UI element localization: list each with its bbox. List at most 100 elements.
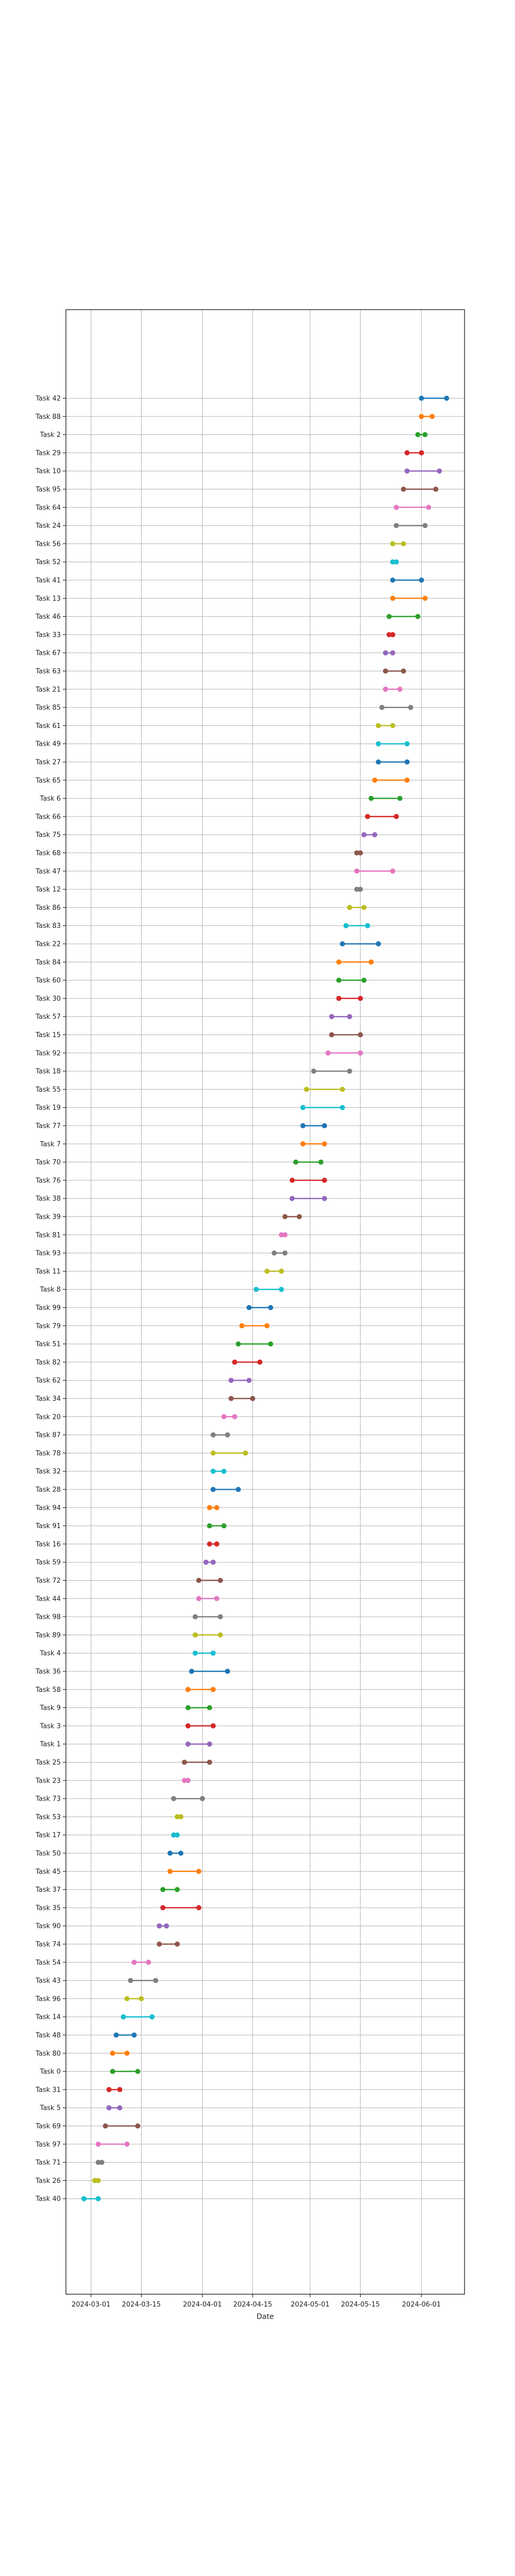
y-tick-label: Task 67 bbox=[35, 650, 61, 657]
task-end-point bbox=[415, 614, 421, 619]
task-end-point bbox=[207, 1705, 212, 1710]
y-tick-label: Task 44 bbox=[35, 1595, 61, 1603]
y-tick-label: Task 45 bbox=[35, 1868, 61, 1876]
task-start-point bbox=[157, 1923, 162, 1929]
task-start-point bbox=[336, 977, 341, 983]
task-end-point bbox=[210, 1560, 216, 1565]
task-start-point bbox=[113, 2032, 119, 2038]
task-start-point bbox=[110, 2050, 115, 2056]
task-end-point bbox=[235, 1487, 241, 1492]
task-end-point bbox=[430, 414, 435, 419]
task-end-point bbox=[279, 1268, 284, 1274]
y-tick-label: Task 66 bbox=[35, 813, 61, 821]
y-tick-label: Task 13 bbox=[35, 595, 61, 603]
y-tick-label: Task 42 bbox=[35, 395, 61, 403]
task-start-point bbox=[282, 1214, 288, 1219]
task-start-point bbox=[304, 1087, 310, 1092]
y-tick-label: Task 23 bbox=[35, 1777, 61, 1785]
task-start-point bbox=[415, 432, 421, 437]
task-end-point bbox=[357, 1050, 363, 1056]
task-end-point bbox=[390, 723, 396, 728]
x-axis-ticks: 2024-03-01 2024-03-15 2024-04-01 2024-04-15… bbox=[72, 2294, 441, 2309]
task-end-point bbox=[404, 777, 410, 783]
task-end-point bbox=[422, 432, 428, 437]
task-start-point bbox=[193, 1632, 198, 1638]
task-start-point bbox=[393, 504, 399, 510]
task-end-point bbox=[210, 1687, 216, 1692]
y-tick-label: Task 88 bbox=[35, 413, 61, 421]
y-tick-label: Task 2 bbox=[40, 431, 61, 439]
task-end-point bbox=[214, 1541, 219, 1547]
task-start-point bbox=[235, 1341, 241, 1347]
task-start-point bbox=[160, 1887, 166, 1892]
task-end-point bbox=[365, 923, 370, 928]
x-axis-title: Date bbox=[256, 2313, 273, 2321]
task-end-point bbox=[368, 959, 374, 965]
y-tick-label: Task 60 bbox=[35, 977, 61, 985]
task-start-point bbox=[361, 832, 367, 838]
task-end-point bbox=[131, 2032, 137, 2038]
y-tick-label: Task 25 bbox=[35, 1759, 61, 1767]
task-start-point bbox=[386, 632, 392, 637]
task-end-point bbox=[117, 2087, 123, 2092]
y-tick-label: Task 36 bbox=[35, 1668, 61, 1676]
task-end-point bbox=[322, 1123, 328, 1128]
task-end-point bbox=[347, 1014, 352, 1020]
x-tick-label: 2024-05-15 bbox=[341, 2301, 380, 2309]
task-start-point bbox=[175, 1814, 180, 1820]
y-tick-label: Task 87 bbox=[35, 1432, 61, 1439]
y-tick-label: Task 93 bbox=[35, 1250, 61, 1258]
task-end-point bbox=[372, 832, 377, 838]
task-start-point bbox=[167, 1869, 173, 1874]
y-tick-label: Task 18 bbox=[35, 1068, 61, 1076]
task-end-point bbox=[117, 2105, 123, 2111]
y-tick-label: Task 83 bbox=[35, 922, 61, 930]
task-end-point bbox=[153, 1978, 159, 1984]
y-tick-label: Task 34 bbox=[35, 1395, 61, 1403]
y-tick-label: Task 48 bbox=[35, 2032, 61, 2040]
task-start-point bbox=[311, 1069, 317, 1074]
task-end-point bbox=[217, 1578, 223, 1583]
task-end-point bbox=[217, 1632, 223, 1638]
task-end-point bbox=[149, 2014, 155, 2020]
y-tick-label: Task 57 bbox=[35, 1013, 61, 1021]
y-tick-label: Task 76 bbox=[35, 1177, 61, 1184]
task-start-point bbox=[293, 1159, 299, 1165]
task-end-point bbox=[322, 1141, 328, 1147]
y-tick-label: Task 89 bbox=[35, 1632, 61, 1639]
task-start-point bbox=[300, 1105, 306, 1110]
marks-layer bbox=[81, 396, 450, 2201]
task-start-point bbox=[210, 1450, 216, 1456]
task-end-point bbox=[347, 1069, 352, 1074]
y-tick-label: Task 73 bbox=[35, 1795, 61, 1803]
task-end-point bbox=[361, 905, 367, 910]
x-tick-label: 2024-06-01 bbox=[402, 2301, 441, 2309]
y-tick-label: Task 74 bbox=[35, 1941, 61, 1948]
y-tick-label: Task 78 bbox=[35, 1450, 61, 1458]
task-start-point bbox=[386, 614, 392, 619]
task-start-point bbox=[375, 741, 381, 747]
y-tick-label: Task 12 bbox=[35, 886, 61, 894]
task-end-point bbox=[232, 1414, 237, 1419]
task-start-point bbox=[264, 1268, 270, 1274]
task-start-point bbox=[329, 1032, 334, 1038]
task-end-point bbox=[397, 795, 403, 801]
task-end-point bbox=[390, 650, 396, 656]
y-tick-label: Task 4 bbox=[40, 1650, 61, 1657]
y-tick-label: Task 63 bbox=[35, 668, 61, 675]
y-tick-label: Task 27 bbox=[35, 759, 61, 767]
task-start-point bbox=[182, 1777, 187, 1783]
task-start-point bbox=[102, 2123, 108, 2129]
task-start-point bbox=[193, 1650, 198, 1656]
task-start-point bbox=[196, 1578, 201, 1583]
task-end-point bbox=[339, 1087, 345, 1092]
task-end-point bbox=[185, 1777, 191, 1783]
y-tick-label: Task 37 bbox=[35, 1886, 61, 1894]
task-start-point bbox=[239, 1323, 245, 1329]
y-tick-label: Task 30 bbox=[35, 995, 61, 1003]
y-tick-label: Task 41 bbox=[35, 577, 61, 585]
task-end-point bbox=[322, 1196, 328, 1201]
task-end-point bbox=[401, 541, 406, 547]
task-end-point bbox=[175, 1887, 180, 1892]
